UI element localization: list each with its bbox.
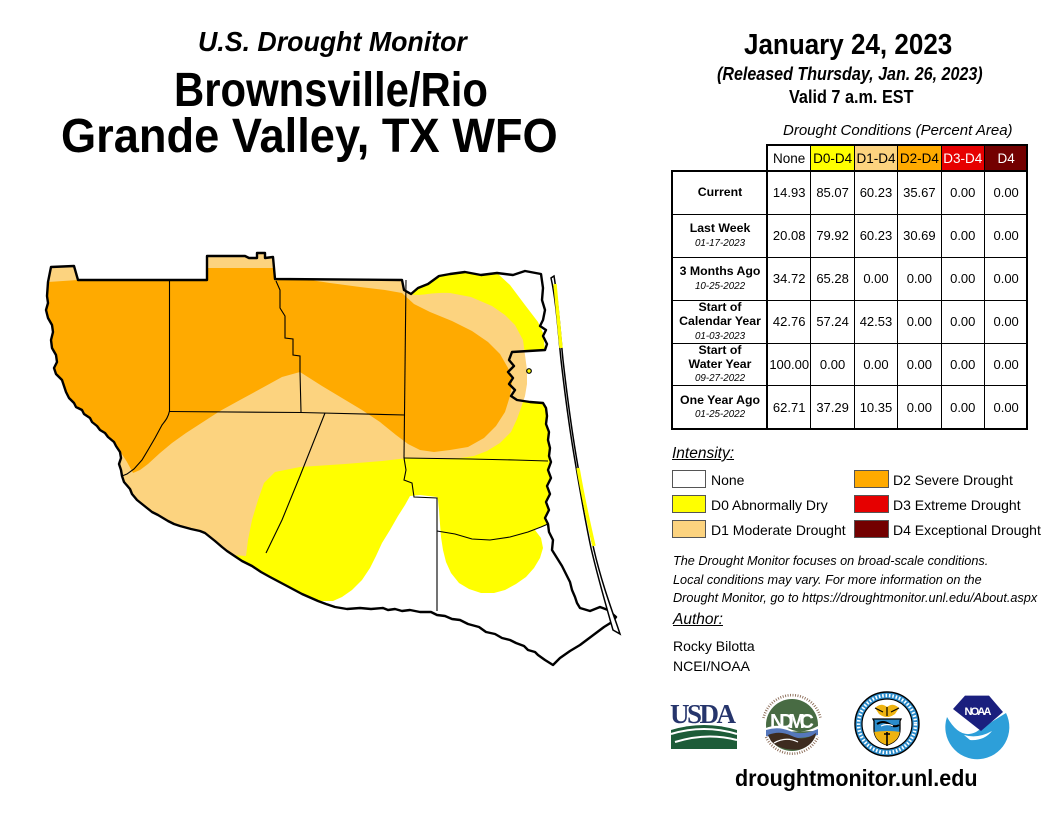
- svg-text:NOAA: NOAA: [965, 706, 992, 718]
- svg-text:NDMC: NDMC: [770, 711, 814, 733]
- svg-text:USDA: USDA: [670, 699, 737, 729]
